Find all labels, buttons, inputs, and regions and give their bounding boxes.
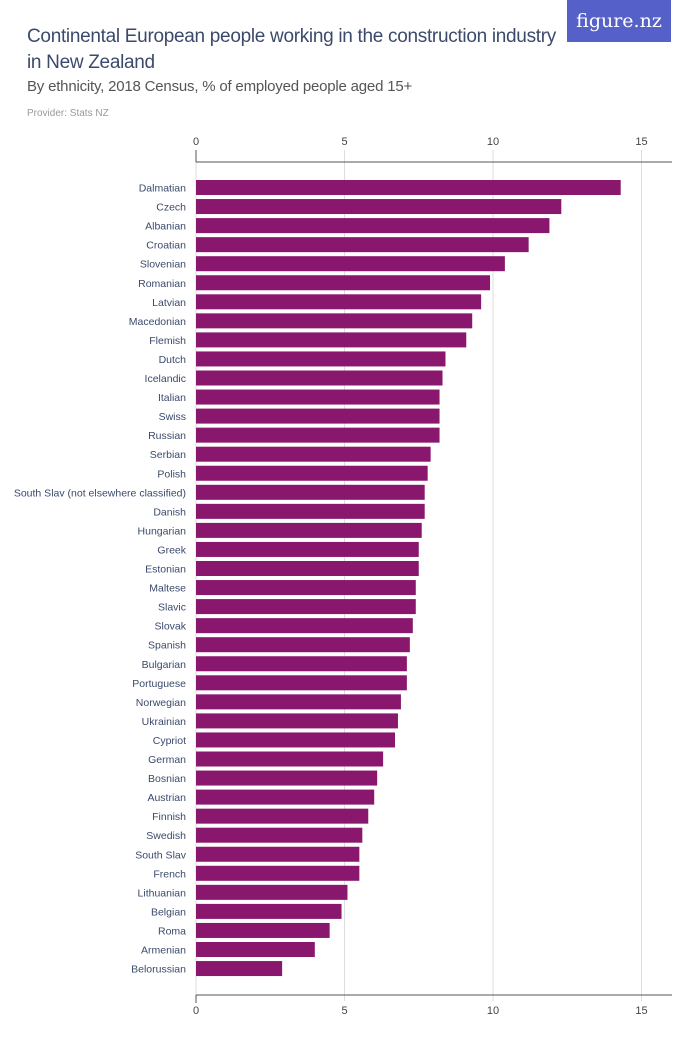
category-label: Cypriot xyxy=(153,735,186,747)
category-label: Icelandic xyxy=(145,373,186,385)
category-label: Maltese xyxy=(149,583,186,595)
bar-spanish xyxy=(196,637,410,653)
bar-serbian xyxy=(196,446,431,462)
category-label: South Slav (not elsewhere classified) xyxy=(14,487,186,499)
category-label: Norwegian xyxy=(136,697,186,709)
bar-belorussian xyxy=(196,961,283,977)
category-label: Armenian xyxy=(141,945,186,957)
category-label: Italian xyxy=(158,392,186,404)
bar-flemish xyxy=(196,332,467,348)
category-label: Macedonian xyxy=(129,316,186,328)
bar-german xyxy=(196,751,384,767)
category-label: Polish xyxy=(157,468,186,480)
x-tick-label-bottom: 10 xyxy=(487,1005,499,1017)
category-label: Belgian xyxy=(151,906,186,918)
category-label: Bosnian xyxy=(148,773,186,785)
category-label: Spanish xyxy=(148,640,186,652)
bar-swedish xyxy=(196,827,363,843)
category-label: Slovenian xyxy=(140,259,186,271)
category-label: Swiss xyxy=(159,411,186,423)
bar-greek xyxy=(196,541,419,557)
category-label: Hungarian xyxy=(138,525,187,537)
x-tick-label-top: 15 xyxy=(635,136,647,148)
category-label: Albanian xyxy=(145,221,186,233)
bar-macedonian xyxy=(196,313,473,329)
category-label: Swedish xyxy=(146,830,186,842)
bar-bosnian xyxy=(196,770,378,786)
category-label: French xyxy=(153,868,186,880)
category-label: Russian xyxy=(148,430,186,442)
figure-nz-logo[interactable]: figure.nz xyxy=(567,0,671,42)
bar-cypriot xyxy=(196,732,395,748)
category-label: Croatian xyxy=(146,240,186,252)
bar-belgian xyxy=(196,903,342,919)
x-tick-label-top: 10 xyxy=(487,136,499,148)
bar-dutch xyxy=(196,351,446,367)
bar-albanian xyxy=(196,218,550,234)
bar-french xyxy=(196,865,360,881)
category-label: Greek xyxy=(157,544,186,556)
category-label: Flemish xyxy=(149,335,186,347)
bar-romanian xyxy=(196,275,491,291)
category-label: Slovak xyxy=(154,621,186,633)
x-tick-label-bottom: 15 xyxy=(635,1005,647,1017)
x-tick-label-top: 0 xyxy=(193,136,199,148)
x-tick-label-top: 5 xyxy=(341,136,347,148)
bar-lithuanian xyxy=(196,884,348,900)
category-label: South Slav xyxy=(135,849,187,861)
category-label: Finnish xyxy=(152,811,186,823)
bar-swiss xyxy=(196,408,440,424)
bar-finnish xyxy=(196,808,369,824)
x-tick-label-bottom: 5 xyxy=(341,1005,347,1017)
bar-maltese xyxy=(196,580,416,596)
category-label: Roma xyxy=(158,925,186,937)
bar-bulgarian xyxy=(196,656,407,672)
bar-ukrainian xyxy=(196,713,398,729)
bar-polish xyxy=(196,465,428,481)
category-label: German xyxy=(148,754,186,766)
bar-croatian xyxy=(196,237,529,253)
provider-label: Provider: Stats NZ xyxy=(27,108,109,119)
x-tick-label-bottom: 0 xyxy=(193,1005,199,1017)
bar-south-slav-not-elsewhere-classified- xyxy=(196,484,425,500)
bar-danish xyxy=(196,503,425,519)
bar-roma xyxy=(196,922,330,938)
bar-hungarian xyxy=(196,522,422,538)
bar-austrian xyxy=(196,789,375,805)
category-label: Romanian xyxy=(138,278,186,290)
chart-title: Continental European people working in t… xyxy=(27,26,556,73)
bar-estonian xyxy=(196,561,419,576)
category-label: Dalmatian xyxy=(139,183,186,195)
category-label: Serbian xyxy=(150,449,186,461)
bar-south-slav xyxy=(196,846,360,862)
category-label: Danish xyxy=(153,506,186,518)
bar-norwegian xyxy=(196,694,401,710)
bar-portuguese xyxy=(196,675,407,691)
bar-latvian xyxy=(196,294,482,310)
category-label: Dutch xyxy=(159,354,187,366)
category-label: Bulgarian xyxy=(142,659,187,671)
category-label: Czech xyxy=(156,202,186,214)
bar-dalmatian xyxy=(196,180,621,195)
category-label: Austrian xyxy=(147,792,186,804)
category-label: Estonian xyxy=(145,564,186,576)
category-label: Slavic xyxy=(158,602,186,614)
bar-italian xyxy=(196,389,440,405)
category-label: Latvian xyxy=(152,297,186,309)
bar-russian xyxy=(196,427,440,443)
chart-subtitle: By ethnicity, 2018 Census, % of employed… xyxy=(27,78,413,95)
category-label: Belorussian xyxy=(131,964,186,976)
category-label: Lithuanian xyxy=(138,887,187,899)
bar-icelandic xyxy=(196,370,443,386)
category-label: Portuguese xyxy=(132,678,186,690)
bar-slovak xyxy=(196,618,413,634)
bar-slovenian xyxy=(196,256,505,272)
bar-slavic xyxy=(196,599,416,615)
bar-czech xyxy=(196,199,562,215)
bar-armenian xyxy=(196,942,315,957)
category-label: Ukrainian xyxy=(142,716,187,728)
